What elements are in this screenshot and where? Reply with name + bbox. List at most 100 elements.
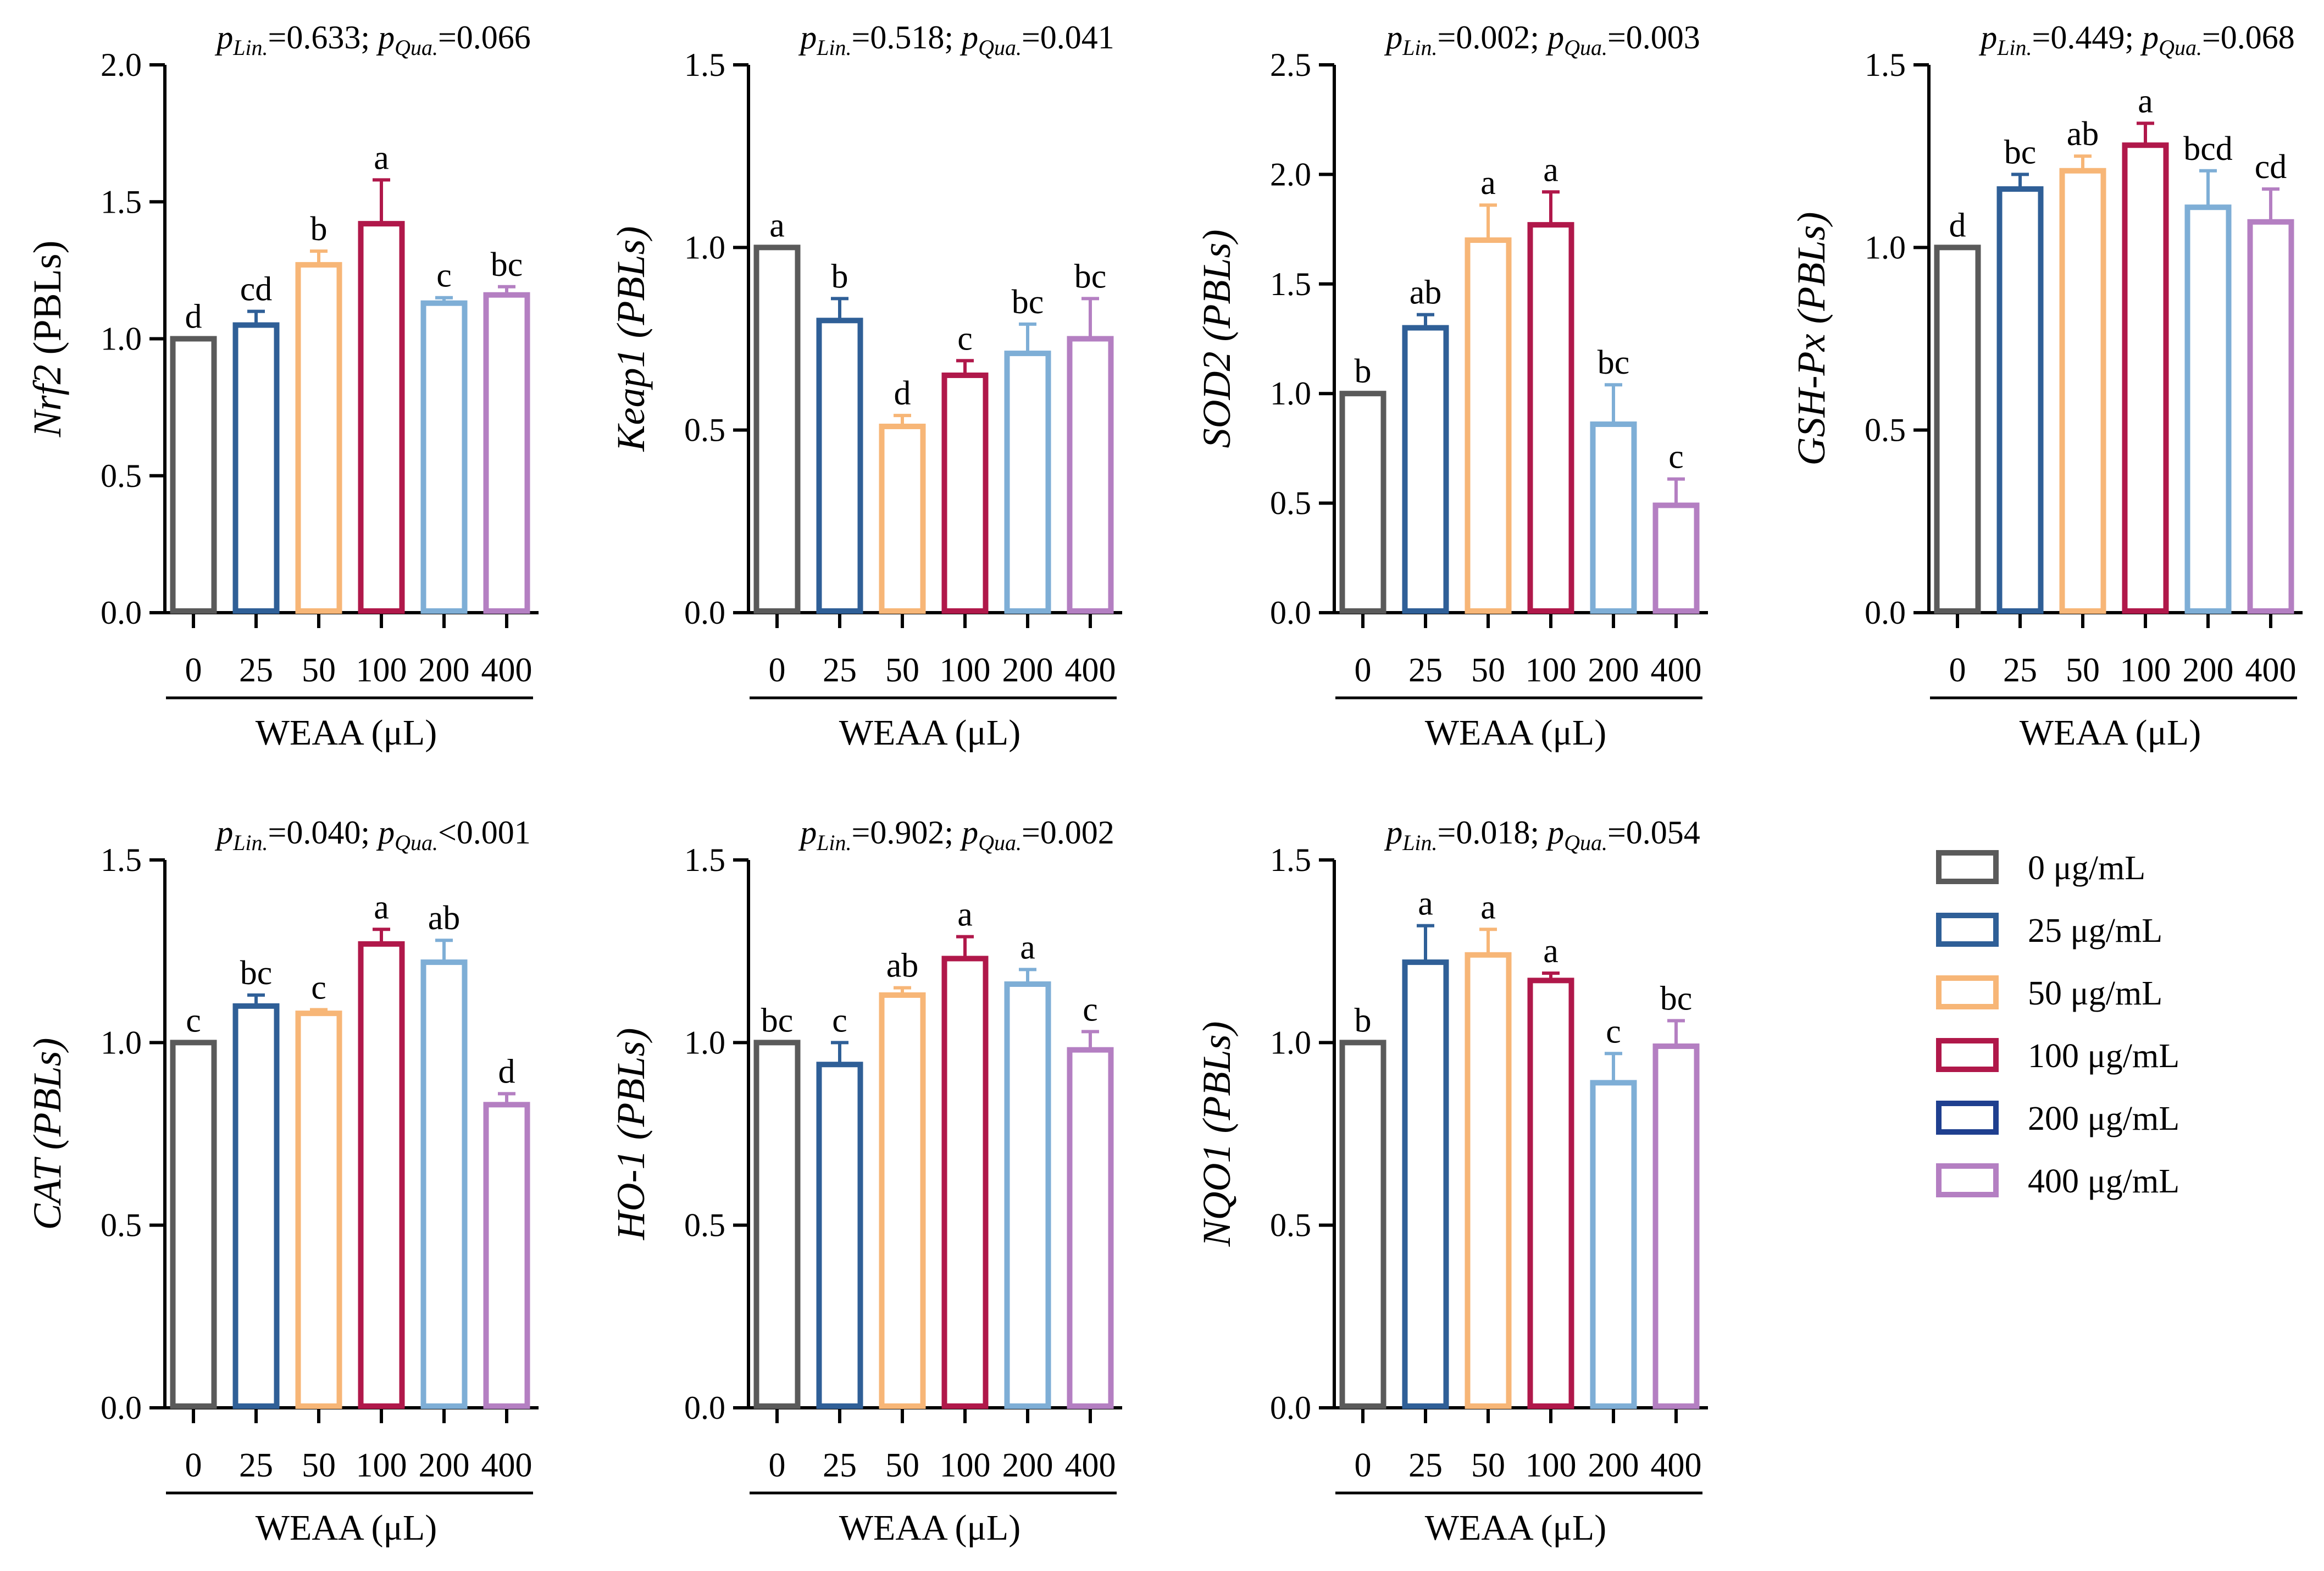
- y-tick-label: 0.0: [101, 1390, 142, 1426]
- bar: [170, 336, 217, 614]
- p-lin-subscript: Lin.: [1402, 830, 1437, 855]
- significance-letter: c: [1606, 1013, 1621, 1050]
- bar: [1590, 421, 1637, 614]
- bar: [1004, 981, 1051, 1409]
- x-tick-label: 100: [356, 652, 407, 689]
- significance-letter: ab: [886, 947, 919, 985]
- p-symbol: p: [376, 19, 395, 55]
- x-tick-label: 0: [769, 652, 786, 689]
- x-tick-label: 100: [356, 1447, 407, 1484]
- x-tick-label: 400: [481, 1447, 533, 1484]
- significance-letter: cd: [2255, 148, 2287, 186]
- significance-letter: d: [498, 1053, 515, 1090]
- significance-letter: d: [894, 375, 911, 412]
- x-tick-label: 200: [1588, 1447, 1639, 1484]
- bar: [1402, 959, 1449, 1409]
- significance-letter: a: [769, 207, 785, 244]
- x-tick-label: 200: [1588, 652, 1639, 689]
- p-symbol: p: [798, 814, 817, 851]
- bar: [1652, 502, 1700, 614]
- p-qua-value: =0.003: [1607, 19, 1700, 55]
- bar: [483, 1102, 530, 1409]
- x-tick-label: 100: [940, 652, 991, 689]
- legend-swatch: [1936, 975, 1999, 1009]
- p-value-annotation: pLin.=0.002; pQua.=0.003: [1384, 19, 1700, 60]
- p-symbol: p: [376, 814, 395, 851]
- significance-letter: d: [185, 298, 202, 336]
- p-qua-subscript: Qua.: [978, 830, 1022, 855]
- p-symbol: p: [1545, 814, 1564, 851]
- y-tick-label: 0.5: [1270, 1207, 1311, 1244]
- y-tick-label: 1.5: [684, 842, 725, 878]
- x-tick-label: 25: [823, 1447, 857, 1484]
- bar: [1652, 1043, 1700, 1409]
- x-tick-label: 200: [2183, 652, 2234, 689]
- legend-label: 0 μg/mL: [2028, 850, 2145, 887]
- p-qua-subscript: Qua.: [1564, 830, 1607, 855]
- x-tick-label: 200: [419, 1447, 470, 1484]
- bar: [1004, 351, 1051, 614]
- x-tick-label: 100: [1526, 1447, 1577, 1484]
- bar: [1402, 325, 1449, 614]
- y-tick-label: 0.0: [1865, 595, 1906, 631]
- chart-panel-6: 0.0 0.5 1.0 1.5 0 bc 25 c 50 ab 100 a 200 a 400 c WEAA (…: [609, 814, 1122, 1548]
- bar: [1067, 1047, 1114, 1409]
- significance-letter: a: [374, 889, 389, 926]
- x-tick-label: 100: [2120, 652, 2171, 689]
- p-lin-value: =0.002;: [1438, 19, 1548, 55]
- y-tick-label: 1.5: [1270, 842, 1311, 878]
- p-value-annotation: pLin.=0.518; pQua.=0.041: [798, 19, 1114, 60]
- x-tick-label: 50: [885, 1447, 919, 1484]
- x-tick-label: 25: [2003, 652, 2037, 689]
- y-axis-label-suffix: (PBLs): [609, 226, 653, 348]
- y-tick-label: 0.5: [1270, 485, 1311, 521]
- significance-letter: ab: [1410, 274, 1442, 312]
- y-axis-label-gene: GSH-Px: [1789, 334, 1833, 465]
- chart-panel-2: 0.0 0.5 1.0 1.5 0 a 25 b 50 d 100 c 200 bc 400 bc WEAA (…: [609, 19, 1122, 753]
- y-tick-label: 1.5: [101, 842, 142, 878]
- significance-letter: bc: [761, 1002, 794, 1039]
- p-qua-subscript: Qua.: [395, 35, 438, 60]
- y-axis-label: Nrf2 (PBLs): [25, 240, 69, 437]
- legend-swatch: [1936, 1163, 1999, 1197]
- significance-letter: a: [1418, 885, 1433, 923]
- y-axis-label-suffix: (PBLs): [1195, 230, 1239, 352]
- x-tick-label: 200: [1002, 1447, 1053, 1484]
- x-tick-label: 0: [185, 652, 202, 689]
- legend-label: 100 μg/mL: [2028, 1037, 2179, 1075]
- y-tick-label: 2.0: [101, 47, 142, 83]
- bar: [1527, 222, 1574, 614]
- p-lin-value: =0.040;: [268, 814, 379, 851]
- bar: [295, 262, 342, 614]
- x-tick-label: 0: [1949, 652, 1966, 689]
- x-tick-label: 50: [302, 652, 336, 689]
- significance-letter: b: [1355, 1002, 1372, 1039]
- chart-panel-1: 0.0 0.5 1.0 1.5 2.0 0 d 25 cd 50 b 100 a 200 c 400 bc WEA…: [25, 19, 539, 753]
- bar: [1590, 1080, 1637, 1409]
- legend-label: 200 μg/mL: [2028, 1100, 2179, 1137]
- p-symbol: p: [959, 814, 978, 851]
- y-tick-label: 0.0: [1270, 595, 1311, 631]
- bar: [1067, 336, 1114, 614]
- x-tick-label: 25: [239, 1447, 273, 1484]
- significance-letter: a: [1543, 151, 1558, 188]
- significance-letter: c: [186, 1002, 201, 1039]
- p-value-annotation: pLin.=0.040; pQua.<0.001: [214, 814, 531, 855]
- chart-panel-3: 0.0 0.5 1.0 1.5 2.0 2.5 0 b 25 ab 50 a 100 a 200 bc 400 c…: [1195, 19, 1708, 753]
- significance-letter: b: [1355, 353, 1372, 390]
- p-symbol: p: [214, 814, 233, 851]
- x-tick-label: 400: [1065, 1447, 1116, 1484]
- p-symbol: p: [2140, 19, 2159, 55]
- bar: [816, 1062, 863, 1409]
- significance-letter: c: [1668, 438, 1684, 476]
- p-lin-value: =0.633;: [268, 19, 379, 55]
- p-qua-value: =0.002: [1022, 814, 1114, 851]
- bar: [879, 424, 926, 614]
- legend-swatch: [1936, 1038, 1999, 1072]
- y-axis-label-suffix: (PBLs): [1789, 212, 1833, 334]
- y-tick-label: 2.5: [1270, 47, 1311, 83]
- bar: [232, 322, 280, 614]
- bar: [2184, 204, 2232, 614]
- y-tick-label: 0.5: [684, 1207, 725, 1244]
- y-tick-label: 0.5: [101, 458, 142, 494]
